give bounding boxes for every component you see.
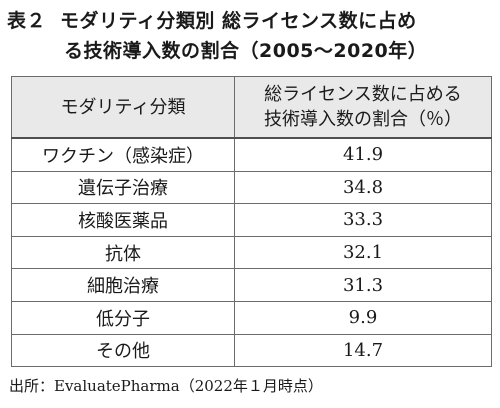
share-cell: 32.1 (234, 235, 492, 270)
modality-cell: その他 (11, 333, 235, 368)
modality-cell: 低分子 (11, 300, 235, 335)
header-share: 総ライセンス数に占める 技術導入数の割合（％） (234, 76, 492, 139)
caption-text-2: る技術導入数の割合（2005～2020年） (64, 40, 428, 62)
share-cell: 34.8 (234, 170, 492, 205)
caption-label: 表２ (7, 10, 47, 32)
table-row: ワクチン（感染症） 41.9 (11, 136, 492, 172)
table-row: 細胞治療 31.3 (11, 268, 492, 302)
modality-cell: 細胞治療 (11, 268, 235, 302)
source-note: 出所：EvaluatePharma（2022年１月時点） (9, 377, 323, 395)
modality-cell: ワクチン（感染症） (11, 136, 235, 172)
table-row: 遺伝子治療 34.8 (11, 170, 492, 205)
table-caption: 表２ モダリティ分類別 総ライセンス数に占め る技術導入数の割合（2005～202… (7, 6, 495, 66)
header-share-line-1: 総ライセンス数に占める (264, 84, 462, 105)
share-cell: 9.9 (234, 300, 492, 335)
modality-cell: 抗体 (11, 235, 235, 270)
table-row: 抗体 32.1 (11, 235, 492, 270)
share-cell: 33.3 (234, 203, 492, 237)
table-row: 低分子 9.9 (11, 300, 492, 335)
modality-cell: 核酸医薬品 (11, 203, 235, 237)
share-cell: 31.3 (234, 268, 492, 302)
table-row: 核酸医薬品 33.3 (11, 203, 492, 237)
caption-line-1: 表２ モダリティ分類別 総ライセンス数に占め (7, 6, 495, 36)
header-share-line-2: 技術導入数の割合（％） (264, 109, 462, 130)
header-row: モダリティ分類 総ライセンス数に占める 技術導入数の割合（％） (11, 76, 492, 139)
share-cell: 41.9 (234, 136, 492, 172)
table-row: その他 14.7 (11, 333, 492, 368)
modality-share-table: モダリティ分類 総ライセンス数に占める 技術導入数の割合（％） ワクチン（感染症… (11, 76, 492, 368)
caption-text-1: モダリティ分類別 総ライセンス数に占め (60, 10, 417, 32)
share-cell: 14.7 (234, 333, 492, 368)
modality-cell: 遺伝子治療 (11, 170, 235, 205)
header-modality: モダリティ分類 (11, 76, 235, 139)
